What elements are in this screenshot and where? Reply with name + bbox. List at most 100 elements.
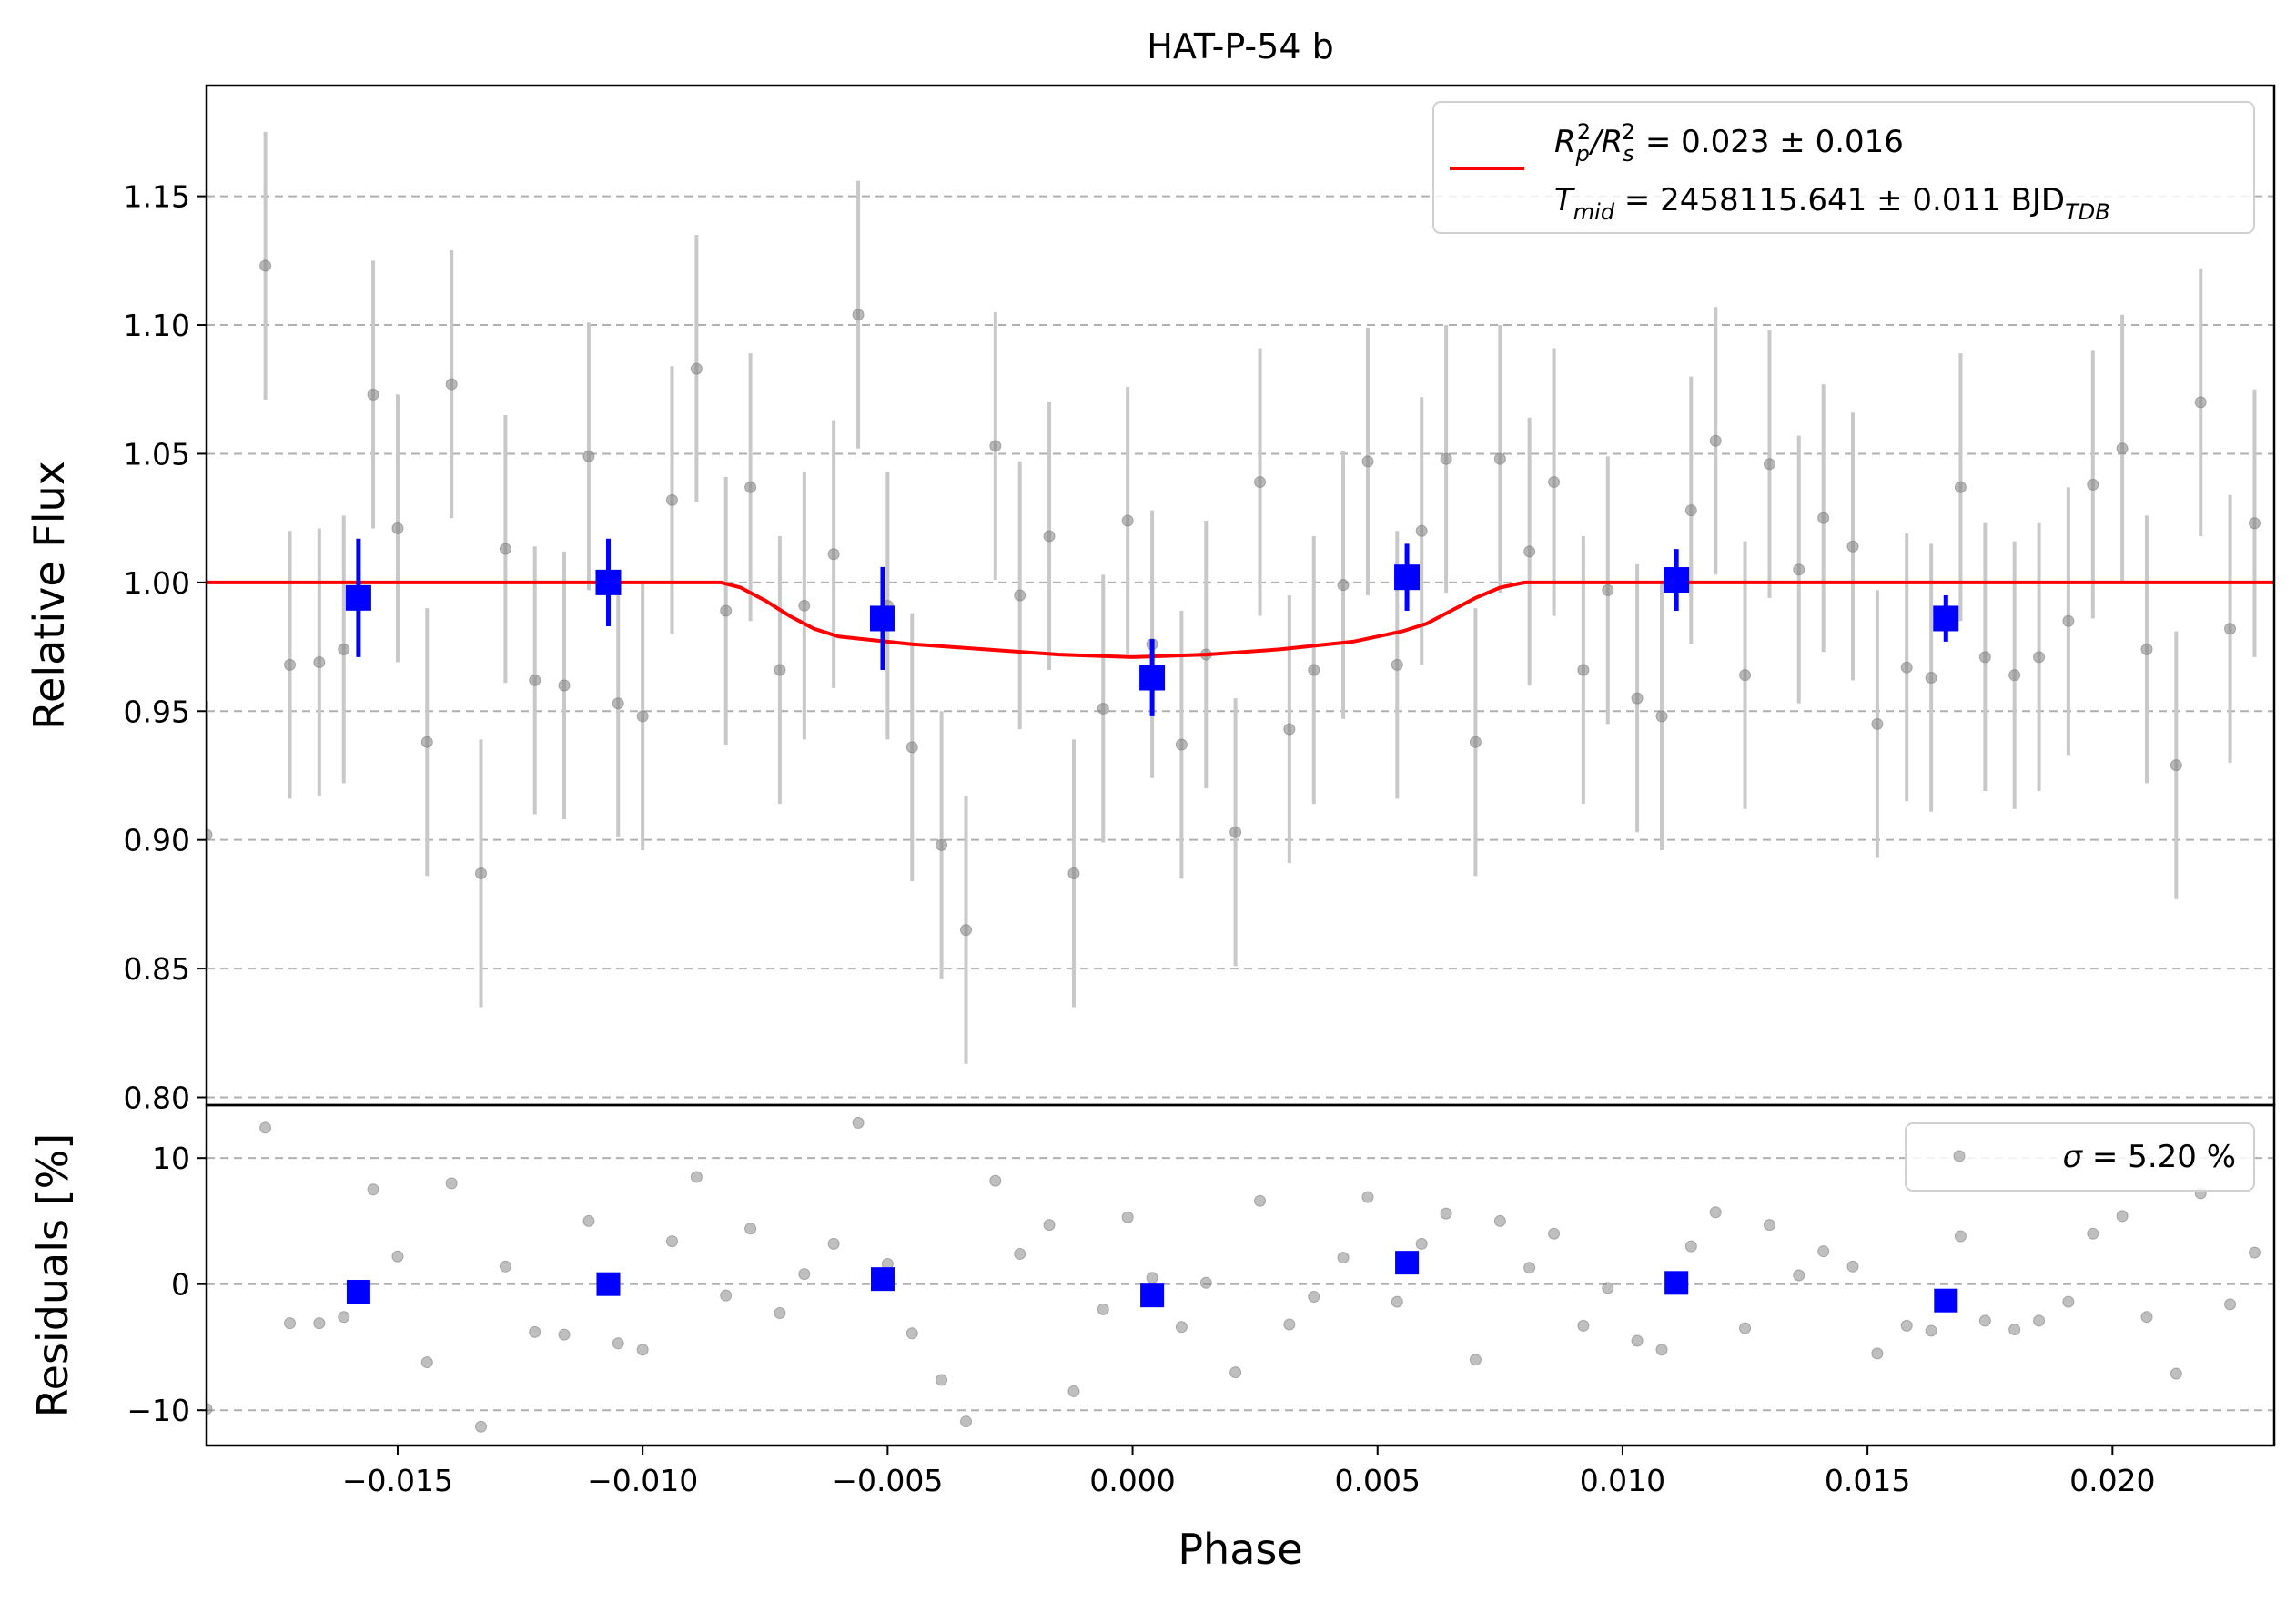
residual-binned-point — [870, 1267, 895, 1292]
residual-raw-point — [636, 1344, 649, 1356]
residual-raw-point — [1254, 1194, 1267, 1207]
residual-raw-point — [1308, 1291, 1320, 1304]
residual-raw-point — [2008, 1324, 2021, 1336]
flux-raw-point — [2087, 478, 2099, 491]
flux-raw-point — [1817, 512, 1830, 524]
flux-raw-point — [2170, 759, 2182, 772]
residual-raw-point — [1121, 1211, 1134, 1223]
flux-binned-point — [345, 584, 371, 611]
flux-y-tick-label: 1.00 — [124, 565, 190, 601]
residual-raw-point — [2116, 1210, 2129, 1223]
flux-binned-point — [1933, 605, 1959, 632]
residuals-y-ticks: −10 0 10 — [126, 1141, 207, 1428]
flux-raw-point — [720, 604, 733, 617]
flux-raw-point — [558, 679, 571, 692]
residuals-panel: −10 0 10 −0.015 −0.010 −0.005 0.000 0.005 0.010… — [28, 1103, 2290, 1574]
flux-raw-point — [1793, 563, 1805, 576]
residual-raw-point — [338, 1311, 350, 1324]
flux-y-ticks: 0.80 0.85 0.90 0.95 1.00 1.05 1.10 1.15 — [124, 179, 207, 1116]
residual-raw-point — [1391, 1295, 1403, 1308]
flux-raw-point — [1763, 458, 1775, 471]
x-tick-label: 0.000 — [1089, 1463, 1175, 1498]
flux-raw-point — [774, 664, 786, 676]
residual-raw-point — [1199, 1276, 1212, 1289]
flux-raw-point — [1337, 579, 1350, 592]
residual-binned-point — [1140, 1283, 1165, 1308]
flux-raw-point — [1739, 669, 1752, 682]
residuals-axes-frame — [205, 1103, 2276, 1447]
residual-binned-point — [346, 1280, 370, 1304]
residual-raw-point — [313, 1317, 326, 1330]
residual-raw-point — [1337, 1252, 1350, 1264]
residuals-legend-marker — [1953, 1150, 1966, 1162]
residual-binned-point — [1934, 1288, 1958, 1313]
residual-raw-point — [905, 1327, 918, 1340]
flux-raw-point — [636, 710, 649, 723]
residual-raw-point — [1067, 1385, 1080, 1397]
flux-raw-point — [827, 548, 840, 561]
residual-raw-point — [1978, 1314, 1991, 1327]
residual-raw-point — [1415, 1237, 1428, 1250]
flux-legend-depth-text: Rp2/Rs2 = 0.023 ± 0.016 — [1554, 119, 1904, 167]
flux-raw-point — [391, 522, 404, 534]
residuals-y-tick-label: 0 — [171, 1267, 190, 1303]
flux-raw-point — [798, 599, 811, 612]
residual-raw-point — [2140, 1311, 2153, 1324]
residual-raw-point — [1793, 1269, 1805, 1282]
flux-raw-point — [1254, 476, 1267, 489]
x-tick-label: 0.020 — [2069, 1463, 2155, 1498]
residual-raw-point — [612, 1337, 624, 1350]
residual-raw-point — [665, 1235, 678, 1248]
residuals-binned-points — [346, 1251, 1958, 1313]
flux-raw-point — [474, 867, 487, 879]
flux-raw-point — [2194, 396, 2207, 409]
flux-raw-point — [1283, 723, 1296, 736]
flux-raw-point — [2008, 669, 2021, 682]
flux-raw-point — [1097, 702, 1109, 715]
residual-raw-point — [284, 1317, 297, 1330]
residual-raw-point — [798, 1268, 811, 1281]
residuals-y-tick-label: −10 — [126, 1393, 190, 1428]
flux-raw-point — [1978, 651, 1991, 664]
residual-raw-point — [1631, 1334, 1644, 1347]
flux-raw-point — [989, 440, 1002, 452]
residual-raw-point — [1954, 1230, 1967, 1243]
flux-legend-tmid-text: Tmid = 2458115.641 ± 0.011 BJDTDB — [1554, 182, 2110, 225]
x-ticks: −0.015 −0.010 −0.005 0.000 0.005 0.010 0.015 0.… — [342, 1446, 2156, 1498]
residual-raw-point — [1523, 1262, 1536, 1274]
flux-raw-point — [1121, 514, 1134, 527]
residual-raw-point — [474, 1420, 487, 1433]
residual-raw-point — [367, 1183, 379, 1196]
flux-raw-point — [1175, 738, 1188, 751]
flux-raw-point — [1440, 452, 1452, 465]
residual-raw-point — [1655, 1344, 1668, 1356]
flux-raw-point — [612, 697, 624, 710]
flux-raw-point — [1469, 736, 1482, 748]
residual-raw-point — [827, 1237, 840, 1250]
flux-binned-point — [1139, 665, 1166, 691]
residual-raw-point — [2087, 1227, 2099, 1240]
flux-raw-point — [529, 674, 541, 686]
residual-raw-point — [582, 1214, 595, 1227]
flux-raw-point — [1067, 867, 1080, 879]
flux-y-tick-label: 0.95 — [124, 694, 190, 729]
flux-y-tick-label: 1.05 — [124, 436, 190, 472]
residual-raw-point — [960, 1415, 973, 1428]
flux-raw-point — [2062, 614, 2075, 627]
flux-axes-frame — [205, 84, 2276, 1107]
residual-raw-point — [1361, 1191, 1374, 1203]
residual-raw-point — [2279, 1250, 2290, 1261]
flux-raw-errorbars — [207, 131, 2257, 1064]
flux-raw-point — [1391, 658, 1403, 671]
residual-raw-point — [1493, 1214, 1506, 1227]
flux-panel: 0.80 0.85 0.90 0.95 1.00 1.05 1.10 1.15 Relativ… — [25, 84, 2276, 1116]
flux-gridlines — [207, 195, 2274, 1099]
flux-raw-point — [1602, 583, 1614, 596]
flux-binned-point — [1394, 564, 1421, 591]
flux-raw-point — [367, 388, 379, 401]
flux-y-axis-label: Relative Flux — [25, 461, 74, 730]
flux-raw-point — [665, 493, 678, 506]
flux-raw-point — [1954, 481, 1967, 493]
residual-binned-point — [1395, 1251, 1420, 1275]
